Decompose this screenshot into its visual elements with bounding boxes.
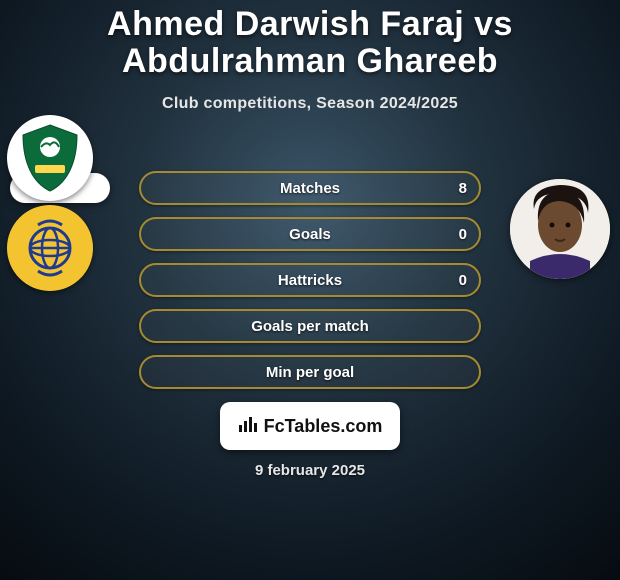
stat-row: Hattricks 0	[139, 263, 481, 297]
player2-face-icon	[510, 179, 610, 279]
player2-avatar	[510, 179, 610, 279]
club-crest-circle	[7, 115, 93, 201]
shield-icon	[19, 123, 81, 193]
club-crest-circle	[7, 205, 93, 291]
stat-row: Goals per match	[139, 309, 481, 343]
brand-badge: FcTables.com	[220, 402, 400, 450]
stat-label: Min per goal	[266, 364, 354, 381]
globe-crest-icon	[15, 213, 85, 283]
subtitle: Club competitions, Season 2024/2025	[0, 95, 620, 113]
brand-label: FcTables.com	[264, 416, 383, 437]
card-root: Ahmed Darwish Faraj vs Abdulrahman Ghare…	[0, 0, 620, 580]
stat-label: Matches	[280, 180, 340, 197]
stat-label: Hattricks	[278, 272, 342, 289]
player2-club-crest	[0, 203, 100, 293]
stat-value-right: 0	[459, 226, 467, 243]
date-label: 9 february 2025	[0, 462, 620, 479]
stat-row: Goals 0	[139, 217, 481, 251]
bar-chart-icon	[238, 415, 258, 438]
page-title: Ahmed Darwish Faraj vs Abdulrahman Ghare…	[0, 0, 620, 81]
stat-row: Min per goal	[139, 355, 481, 389]
stat-label: Goals per match	[251, 318, 369, 335]
stat-value-right: 0	[459, 272, 467, 289]
stat-row: Matches 8	[139, 171, 481, 205]
stat-label: Goals	[289, 226, 331, 243]
stat-value-right: 8	[459, 180, 467, 197]
